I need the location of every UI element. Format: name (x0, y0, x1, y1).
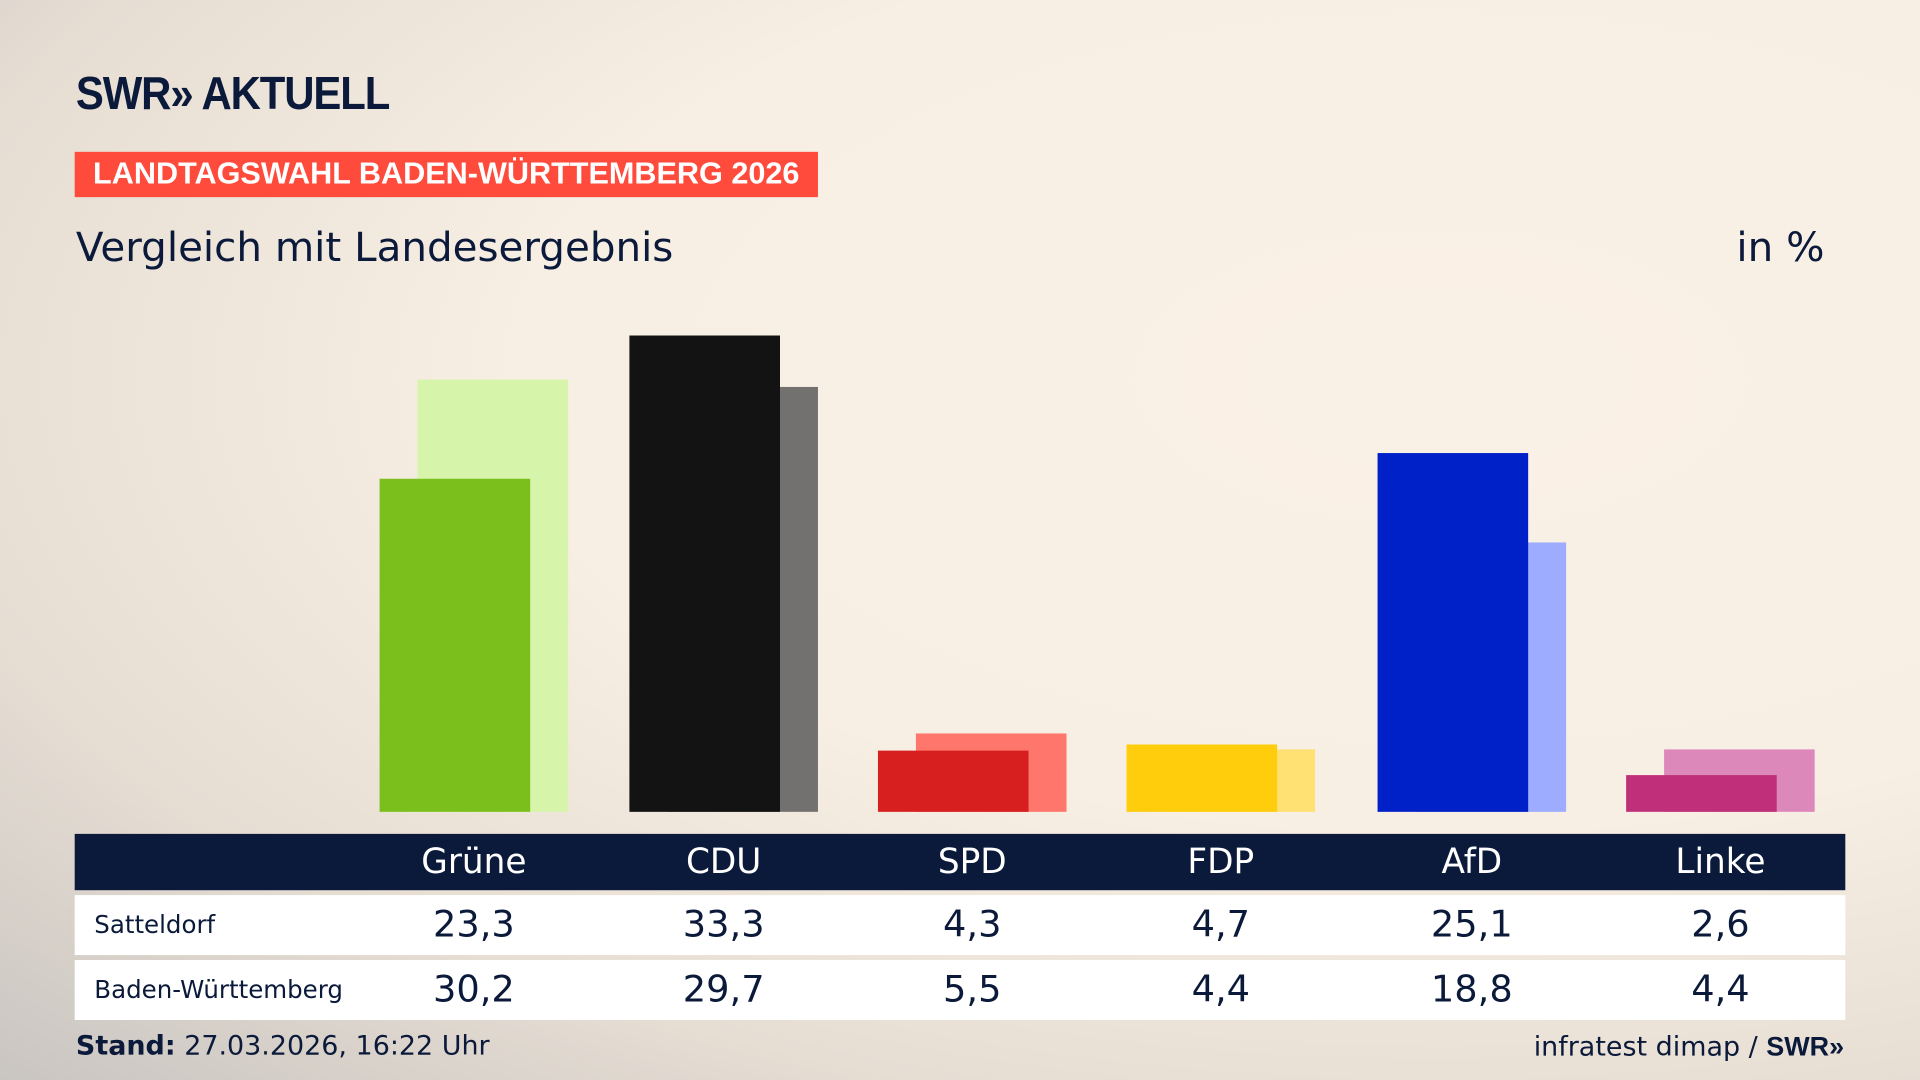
column-header: Grüne (421, 841, 527, 882)
column-header: FDP (1187, 841, 1255, 882)
column-header: SPD (937, 841, 1007, 882)
column-header: AfD (1441, 841, 1503, 882)
column-header: Linke (1675, 841, 1766, 882)
timestamp: Stand: 27.03.2026, 16:22 Uhr (76, 1031, 490, 1062)
bar-fdp-local (1126, 744, 1278, 812)
swr-logo: SWR» (1766, 1031, 1845, 1062)
value-cell: 4,4 (1191, 968, 1251, 1012)
row-label: Baden-Württemberg (94, 974, 343, 1005)
value-cell: 2,6 (1691, 903, 1750, 947)
value-cell: 5,5 (943, 968, 1002, 1012)
value-cell: 4,4 (1691, 968, 1750, 1012)
swr-aktuell-logo: SWR» AKTUELL (75, 68, 390, 121)
bar-spd-local (877, 750, 1029, 812)
source: infratest dimap / SWR» (1534, 1031, 1844, 1063)
column-header: CDU (685, 841, 762, 882)
row-label: Satteldorf (94, 909, 216, 940)
bar-grüne-local (379, 478, 531, 812)
value-cell: 29,7 (682, 968, 765, 1012)
source-text: infratest dimap / (1533, 1032, 1767, 1063)
value-cell: 25,1 (1430, 903, 1513, 947)
results-table: Grüne CDU SPD FDP AfD Linke Satteldorf 23,3 33,… (74, 833, 1846, 1021)
stand-value: 27.03.2026, 16:22 Uhr (184, 1031, 490, 1062)
table-row: Satteldorf 23,3 33,3 4,3 4,7 25,1 2,6 (74, 895, 1846, 956)
unit-label: in % (1736, 222, 1825, 271)
table-row: Baden-Württemberg 30,2 29,7 5,5 4,4 18,8 4,4 (74, 960, 1846, 1021)
value-cell: 4,3 (943, 903, 1002, 947)
bar-linke-local (1626, 774, 1777, 812)
table-header: Grüne CDU SPD FDP AfD Linke (74, 833, 1846, 891)
bar-afd-local (1377, 452, 1529, 812)
value-cell: 23,3 (432, 903, 515, 947)
value-cell: 30,2 (432, 968, 515, 1012)
election-tag: LANDTAGSWAHL BADEN-WÜRTTEMBERG 2026 (74, 151, 818, 198)
value-cell: 18,8 (1430, 968, 1513, 1012)
value-cell: 33,3 (682, 903, 765, 947)
chart-subtitle: Vergleich mit Landesergebnis (75, 222, 674, 271)
stand-label: Stand: (75, 1031, 176, 1062)
bar-cdu-local (629, 335, 781, 812)
value-cell: 4,7 (1191, 903, 1251, 947)
